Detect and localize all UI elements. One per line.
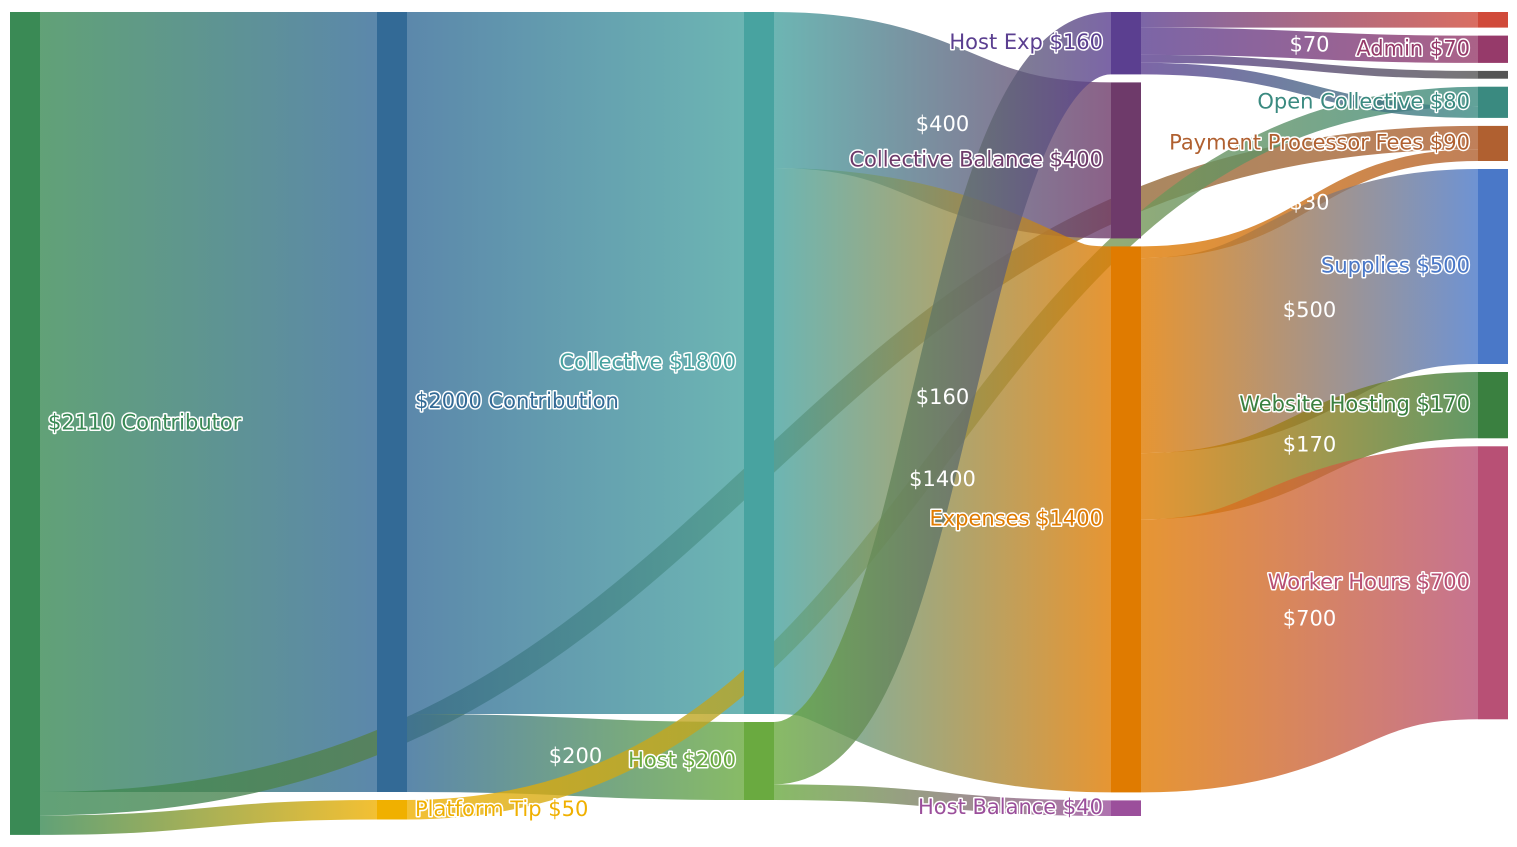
node-label: Admin $70: [1356, 36, 1470, 60]
link: [772, 12, 1113, 239]
node-label: Open Collective $80: [1257, 89, 1470, 113]
node: [1478, 125, 1508, 161]
link-label: $170: [1283, 433, 1336, 457]
link-label: $1400: [909, 467, 976, 491]
node-label: Collective $1800: [559, 350, 736, 374]
node-label: $2110 Contributor: [48, 410, 242, 434]
node-label: $2000 Contribution: [415, 389, 619, 413]
node: [744, 12, 774, 714]
node-label: Expenses $1400: [929, 506, 1103, 530]
link: [1138, 169, 1481, 454]
link: [1140, 54, 1479, 79]
link-label: $500: [1283, 298, 1336, 322]
link-label: $700: [1283, 606, 1336, 630]
node-label: Worker Hours $700: [1268, 570, 1470, 594]
link-label: $160: [916, 385, 969, 409]
link: [1140, 372, 1479, 520]
links: [39, 11, 1481, 835]
link: [39, 800, 378, 835]
node: [1111, 800, 1141, 816]
node: [1478, 70, 1508, 79]
node-label: Host $200: [628, 748, 736, 772]
node-label: Platform Tip $50: [415, 797, 588, 821]
link: [406, 714, 745, 800]
link-label: $400: [916, 112, 969, 136]
link: [1138, 446, 1481, 793]
node: [1111, 82, 1141, 239]
node-label: Collective Balance $400: [849, 147, 1103, 171]
node: [1478, 35, 1508, 63]
node: [1111, 246, 1141, 793]
node-label: Website Hosting $170: [1239, 392, 1470, 416]
node: [1478, 86, 1508, 118]
link: [1140, 27, 1479, 63]
node: [1478, 12, 1508, 28]
node: [744, 722, 774, 800]
node-label: Host Balance $40: [918, 795, 1103, 819]
node: [10, 12, 40, 835]
link-label: $200: [549, 744, 602, 768]
link: [1140, 62, 1479, 118]
node-label: Supplies $500: [1321, 254, 1470, 278]
node: [1478, 372, 1508, 439]
link: [770, 12, 1115, 785]
node: [1478, 446, 1508, 720]
node-label: Payment Processor Fees $90: [1169, 130, 1470, 154]
node-label: Host Exp $160: [949, 30, 1103, 54]
link: [773, 784, 1112, 816]
node: [1111, 12, 1141, 75]
node: [1478, 169, 1508, 364]
node: [377, 800, 407, 820]
node: [377, 12, 407, 792]
link-label: $70: [1289, 32, 1329, 56]
link-label: $30: [1289, 191, 1329, 215]
